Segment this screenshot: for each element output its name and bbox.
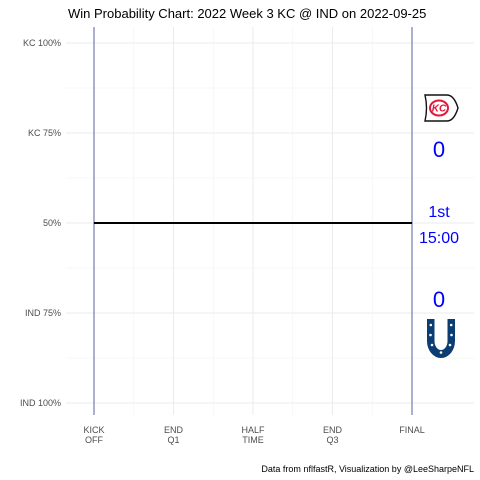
chart-title: Win Probability Chart: 2022 Week 3 KC @ … [68,6,426,21]
ind-score: 0 [433,287,445,312]
y-tick-label: KC 100% [23,38,61,48]
y-axis-tick-labels: KC 100% KC 75% 50% IND 75% IND 100% [20,38,61,408]
game-clock: 15:00 [419,230,459,247]
x-axis-tick-labels: KICK OFF END Q1 HALF TIME END Q3 FINAL [83,425,424,445]
y-tick-label: IND 100% [20,398,61,408]
y-tick-label: 50% [43,218,61,228]
kc-score: 0 [433,137,445,162]
chart-caption: Data from nflfastR, Visualization by @Le… [261,464,474,474]
kc-chiefs-logo-icon: KC [424,94,459,122]
ind-colts-logo-icon [427,319,455,358]
x-tick-label: END Q1 [164,425,184,445]
x-tick-label: HALF TIME [241,425,265,445]
x-tick-label: END Q3 [323,425,343,445]
y-tick-label: KC 75% [28,128,61,138]
quarter-label: 1st [428,204,450,221]
y-tick-label: IND 75% [25,308,61,318]
svg-text:KC: KC [432,104,447,115]
period-boundary-lines [93,27,413,415]
x-tick-label: FINAL [399,425,425,435]
x-tick-label: KICK OFF [83,425,104,445]
grid-lines [66,27,474,415]
